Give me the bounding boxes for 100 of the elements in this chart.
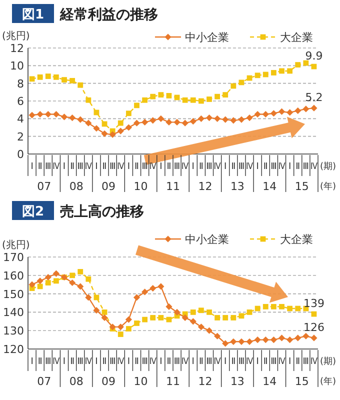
point bbox=[133, 120, 140, 126]
x-tick-label: Ⅳ bbox=[52, 357, 61, 367]
y-tick-label: 120 bbox=[3, 343, 24, 356]
x-tick-label: Ⅱ bbox=[102, 357, 107, 367]
y-tick-label: 12 bbox=[10, 42, 24, 55]
y-axis-title: (兆円) bbox=[2, 30, 30, 42]
point bbox=[142, 118, 148, 126]
text: 08 bbox=[69, 375, 84, 388]
point bbox=[150, 284, 156, 292]
point bbox=[206, 327, 213, 334]
text: 15 bbox=[294, 375, 309, 388]
x-tick-label: Ⅰ bbox=[62, 162, 66, 172]
point bbox=[206, 96, 212, 102]
x-tick-label: Ⅰ bbox=[160, 162, 162, 172]
point bbox=[37, 284, 43, 290]
point bbox=[62, 77, 67, 82]
x-tick-label: Ⅲ bbox=[238, 162, 245, 172]
point bbox=[222, 340, 229, 347]
point bbox=[125, 316, 132, 323]
point bbox=[279, 304, 284, 310]
text: (年) bbox=[320, 181, 336, 192]
y-tick-label: 150 bbox=[3, 288, 24, 301]
point bbox=[238, 116, 245, 123]
x-tick-label: Ⅱ bbox=[134, 357, 139, 367]
point bbox=[166, 118, 172, 126]
point bbox=[279, 68, 284, 74]
point bbox=[190, 97, 196, 103]
point bbox=[29, 76, 35, 82]
point bbox=[78, 82, 84, 88]
legend-label: 中小企業 bbox=[185, 31, 229, 44]
point bbox=[36, 110, 44, 118]
point bbox=[109, 131, 116, 138]
text: 10 bbox=[134, 375, 148, 388]
x-tick-label: Ⅲ bbox=[238, 357, 245, 367]
x-tick-label: Ⅰ bbox=[288, 162, 292, 172]
point bbox=[303, 60, 309, 66]
point bbox=[198, 324, 204, 330]
chart-title: 経常利益の推移 bbox=[59, 7, 158, 23]
point bbox=[294, 334, 302, 342]
x-tick-label: Ⅳ bbox=[246, 357, 254, 367]
point bbox=[45, 74, 51, 79]
x-tick-label: Ⅲ bbox=[270, 357, 277, 367]
x-tick-label: Ⅳ bbox=[214, 162, 222, 172]
x-tick-label: Ⅰ bbox=[192, 357, 194, 367]
x-tick-label: Ⅰ bbox=[288, 357, 292, 367]
point bbox=[117, 128, 124, 134]
point bbox=[270, 70, 276, 76]
text: 13 bbox=[230, 375, 244, 388]
point bbox=[118, 332, 124, 337]
point bbox=[126, 326, 132, 332]
data-label: 126 bbox=[303, 320, 324, 334]
text: 07 bbox=[37, 180, 52, 193]
x-tick-label: Ⅲ bbox=[302, 357, 310, 367]
y-tick-label: 10 bbox=[10, 60, 24, 73]
point bbox=[190, 118, 196, 125]
point bbox=[198, 115, 204, 122]
text: 09 bbox=[102, 375, 116, 388]
point bbox=[102, 310, 108, 315]
x-tick-label: Ⅲ bbox=[109, 357, 116, 367]
point bbox=[77, 116, 84, 123]
point bbox=[206, 114, 213, 122]
data-label: 139 bbox=[303, 297, 324, 310]
point bbox=[101, 314, 108, 322]
x-tick-label: Ⅲ bbox=[206, 357, 212, 367]
x-tick-label: Ⅱ bbox=[231, 357, 236, 367]
point bbox=[37, 74, 43, 80]
x-tick-label: Ⅰ bbox=[256, 357, 259, 367]
x-tick-label: Ⅱ bbox=[296, 357, 300, 367]
y-tick-label: 4 bbox=[17, 112, 24, 126]
point bbox=[166, 93, 172, 98]
point bbox=[150, 94, 156, 100]
point bbox=[126, 110, 132, 116]
x-tick-label: Ⅱ bbox=[231, 162, 236, 172]
point bbox=[134, 320, 140, 326]
x-tick-label: Ⅱ bbox=[263, 357, 268, 367]
point bbox=[302, 106, 310, 112]
text: (年) bbox=[320, 376, 336, 387]
x-tick-label: Ⅳ bbox=[182, 162, 190, 172]
x-tick-label: Ⅱ bbox=[38, 357, 42, 367]
point bbox=[166, 316, 172, 322]
point bbox=[214, 315, 220, 320]
point bbox=[295, 62, 301, 68]
point bbox=[85, 294, 92, 301]
point bbox=[53, 74, 59, 80]
legend-label: 大企業 bbox=[280, 31, 313, 44]
point bbox=[150, 315, 156, 320]
point bbox=[238, 313, 244, 319]
x-tick-label: Ⅳ bbox=[117, 357, 126, 367]
y-tick-label: 8 bbox=[17, 77, 24, 90]
text: 15 bbox=[294, 180, 309, 193]
text: 12 bbox=[198, 180, 212, 193]
x-tick-label: Ⅱ bbox=[263, 162, 268, 172]
x-tick-label: Ⅰ bbox=[127, 357, 130, 367]
point bbox=[85, 120, 92, 126]
x-tick-label: Ⅳ bbox=[52, 162, 61, 172]
y-tick-label: 130 bbox=[3, 324, 24, 338]
x-tick-label: Ⅳ bbox=[149, 357, 158, 367]
x-tick-label: Ⅰ bbox=[30, 357, 34, 367]
point bbox=[190, 310, 196, 315]
text: 07 bbox=[37, 375, 52, 388]
